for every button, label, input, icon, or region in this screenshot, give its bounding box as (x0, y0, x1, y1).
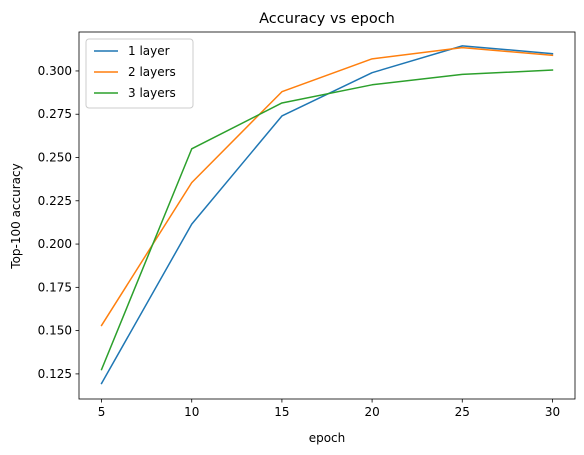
legend-box (85, 38, 194, 109)
y-tick-label: 0.300 (38, 64, 72, 78)
chart-title: Accuracy vs epoch (259, 11, 395, 27)
x-tick-label: 5 (98, 405, 106, 419)
legend-label-1-layer: 1 layer (128, 44, 170, 58)
plot-area: 5 10 15 20 25 30 0.125 0.150 0.175 0.200 0.225 0.25… (38, 31, 576, 419)
plot-frame (78, 31, 576, 400)
y-tick-label: 0.275 (38, 107, 72, 121)
legend: 1 layer 2 layers 3 layers (85, 38, 194, 109)
x-tick-label: 20 (364, 405, 379, 419)
x-tick-label: 10 (184, 405, 199, 419)
legend-label-3-layers: 3 layers (128, 86, 176, 100)
series-line-2-layers (100, 46, 554, 327)
y-tick-label: 0.125 (38, 367, 72, 381)
x-tick-label: 25 (455, 405, 470, 419)
x-tick-label: 30 (545, 405, 560, 419)
y-tick-label: 0.200 (38, 237, 72, 251)
y-tick-label: 0.225 (38, 194, 72, 208)
y-tick-label: 0.150 (38, 324, 72, 338)
x-tick-label: 15 (274, 405, 289, 419)
series-line-3-layers (100, 69, 554, 371)
x-axis-label: epoch (309, 431, 346, 445)
y-tick-label: 0.250 (38, 151, 72, 165)
legend-label-2-layers: 2 layers (128, 65, 176, 79)
y-tick-label: 0.175 (38, 280, 72, 294)
y-axis-label: Top-100 accuracy (9, 163, 23, 269)
